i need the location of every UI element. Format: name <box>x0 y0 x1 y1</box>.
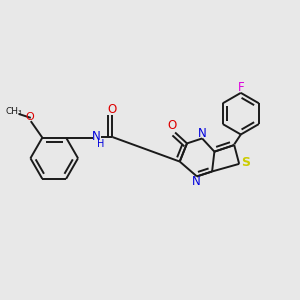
Text: H: H <box>97 139 104 148</box>
Text: F: F <box>238 81 244 94</box>
Text: O: O <box>167 119 176 132</box>
Text: CH₃: CH₃ <box>5 107 22 116</box>
Text: N: N <box>92 130 101 143</box>
Text: O: O <box>108 103 117 116</box>
Text: N: N <box>192 175 201 188</box>
Text: N: N <box>197 127 206 140</box>
Text: O: O <box>26 112 34 122</box>
Text: S: S <box>241 156 250 170</box>
